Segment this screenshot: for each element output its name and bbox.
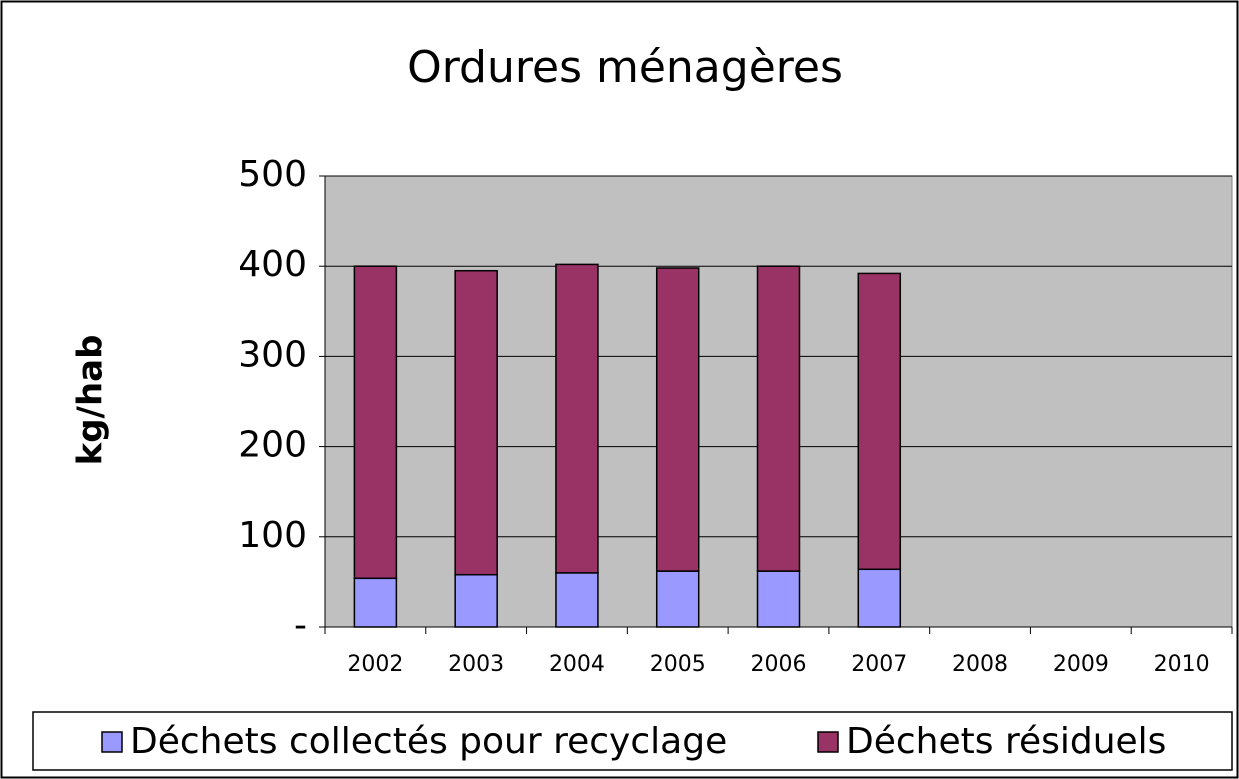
bar-segment [555,572,599,628]
bar-segment [353,265,398,580]
bar-segment [454,269,498,576]
x-tick-label: 2004 [549,652,605,677]
x-tick-label: 2005 [650,652,706,677]
y-tick-label: - [294,605,307,646]
x-tick-label: 2007 [851,652,907,677]
bar-segment [655,267,700,572]
legend-swatch [817,731,839,753]
y-axis-label: kg/hab [71,335,111,466]
x-tick-label: 2009 [1053,652,1109,677]
bar-segment [857,272,902,571]
bar-segment [353,577,398,628]
x-tick-label: 2006 [751,652,807,677]
bar-segment [756,570,801,628]
x-tick-label: 2010 [1154,652,1210,677]
legend-swatch [101,731,123,753]
bar-segment [555,263,599,574]
y-tick-label: 400 [238,244,307,285]
x-tick-label: 2008 [952,652,1008,677]
y-tick-label: 500 [238,154,307,195]
legend-label: Déchets collectés pour recyclage [130,721,727,762]
x-tick-label: 2002 [347,652,403,677]
bar-segment [756,265,801,572]
bar-segment [454,573,498,628]
chart-title: Ordures ménagères [407,42,843,93]
y-tick-label: 100 [238,515,307,556]
x-tick-label: 2003 [448,652,504,677]
bar-segment [857,568,902,628]
legend-box [32,711,1233,771]
y-tick-label: 300 [238,334,307,375]
y-tick-label: 200 [238,425,307,466]
bar-segment [655,570,700,628]
legend-label: Déchets résiduels [846,721,1166,762]
